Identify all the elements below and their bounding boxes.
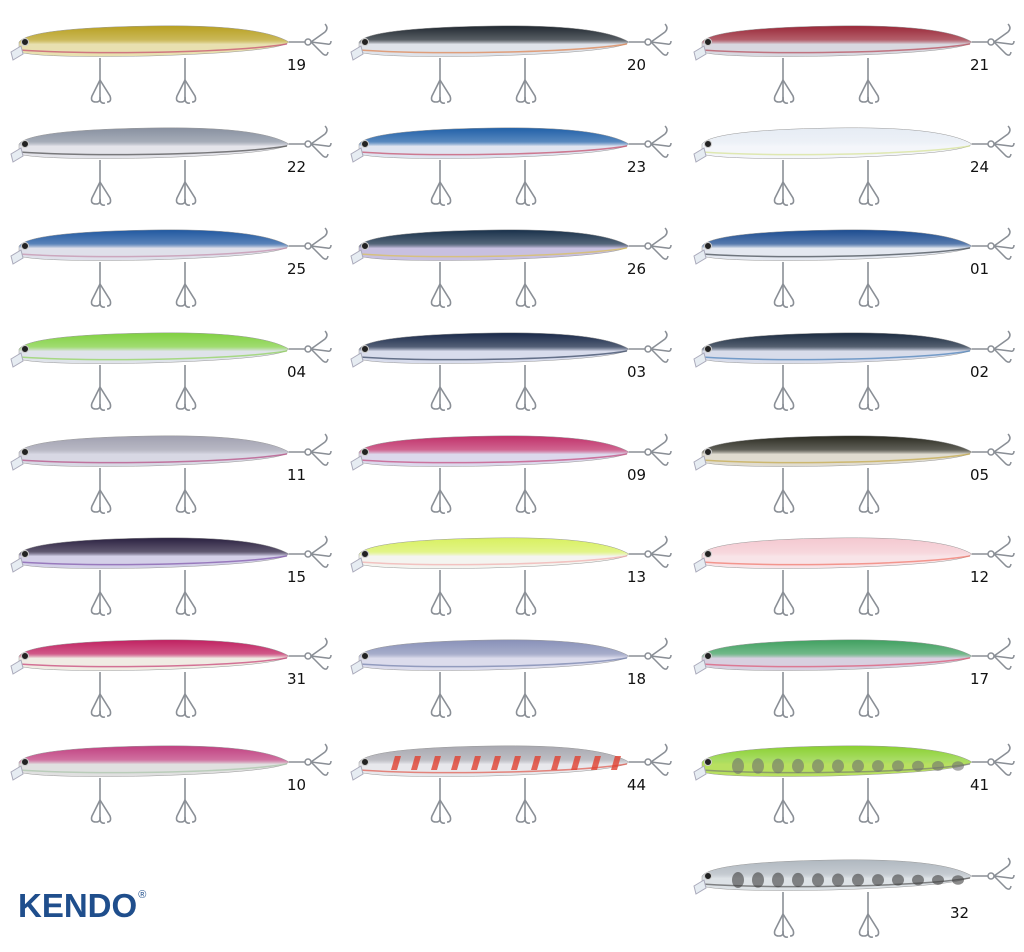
lure-item: 24	[688, 120, 1024, 220]
lure-code: 22	[287, 158, 307, 176]
lure-item: 44	[345, 738, 685, 838]
lure-code: 04	[287, 363, 307, 381]
lure-code: 10	[287, 776, 307, 794]
lure-image	[10, 535, 332, 616]
lure-item: 18	[345, 632, 685, 732]
lure-code: 19	[287, 56, 307, 74]
lure-image	[693, 125, 1015, 206]
lure-code: 03	[627, 363, 647, 381]
lure-item: 26	[345, 222, 685, 322]
lure-code: 24	[970, 158, 990, 176]
kendo-logo: KENDO®	[18, 887, 146, 925]
lure-item: 11	[5, 428, 345, 528]
lure-image	[350, 535, 672, 616]
lure-image	[10, 433, 332, 514]
lure-item: 31	[5, 632, 345, 732]
lure-code: 11	[287, 466, 307, 484]
lure-image	[350, 23, 672, 104]
lure-image	[350, 637, 672, 718]
lure-code: 41	[970, 776, 990, 794]
lure-item: 13	[345, 530, 685, 630]
lure-code: 13	[627, 568, 647, 586]
lure-item: 15	[5, 530, 345, 630]
lure-image	[693, 535, 1015, 616]
lure-image	[693, 330, 1015, 411]
lure-code: 15	[287, 568, 307, 586]
lure-code: 18	[627, 670, 647, 688]
lure-image	[693, 23, 1015, 104]
lure-image	[693, 857, 1015, 938]
lure-image	[10, 330, 332, 411]
lure-image	[350, 433, 672, 514]
lure-code: 25	[287, 260, 307, 278]
lure-item: 02	[688, 325, 1024, 425]
lure-item: 25	[5, 222, 345, 322]
lure-item: 23	[345, 120, 685, 220]
lure-image	[10, 637, 332, 718]
lure-image	[350, 743, 672, 824]
lure-item: 05	[688, 428, 1024, 528]
lure-item: 21	[688, 18, 1024, 118]
lure-item: 04	[5, 325, 345, 425]
lure-image	[10, 125, 332, 206]
registered-mark: ®	[138, 889, 147, 901]
lure-code: 17	[970, 670, 990, 688]
lure-code: 32	[950, 904, 970, 922]
logo-text: KENDO	[18, 887, 138, 924]
lure-image	[693, 743, 1015, 824]
lure-item: 12	[688, 530, 1024, 630]
lure-image	[10, 743, 332, 824]
lure-image	[350, 227, 672, 308]
lure-image	[350, 125, 672, 206]
lure-item: 17	[688, 632, 1024, 732]
lure-image	[693, 637, 1015, 718]
lure-code: 09	[627, 466, 647, 484]
lure-item: 01	[688, 222, 1024, 322]
lure-image	[350, 330, 672, 411]
lure-image	[693, 433, 1015, 514]
lure-image	[10, 23, 332, 104]
lure-code: 01	[970, 260, 990, 278]
lure-item: 10	[5, 738, 345, 838]
lure-image	[693, 227, 1015, 308]
lure-item: 09	[345, 428, 685, 528]
lure-code: 23	[627, 158, 647, 176]
lure-code: 21	[970, 56, 990, 74]
lure-item: 03	[345, 325, 685, 425]
lure-code: 31	[287, 670, 307, 688]
lure-code: 05	[970, 466, 990, 484]
lure-code: 44	[627, 776, 647, 794]
lure-code: 02	[970, 363, 990, 381]
lure-item: 20	[345, 18, 685, 118]
lure-code: 12	[970, 568, 990, 586]
lure-item: 41	[688, 738, 1024, 838]
lure-code: 26	[627, 260, 647, 278]
lure-image	[10, 227, 332, 308]
lure-item: 22	[5, 120, 345, 220]
lure-item: 32	[688, 852, 1024, 952]
lure-code: 20	[627, 56, 647, 74]
lure-item: 19	[5, 18, 345, 118]
